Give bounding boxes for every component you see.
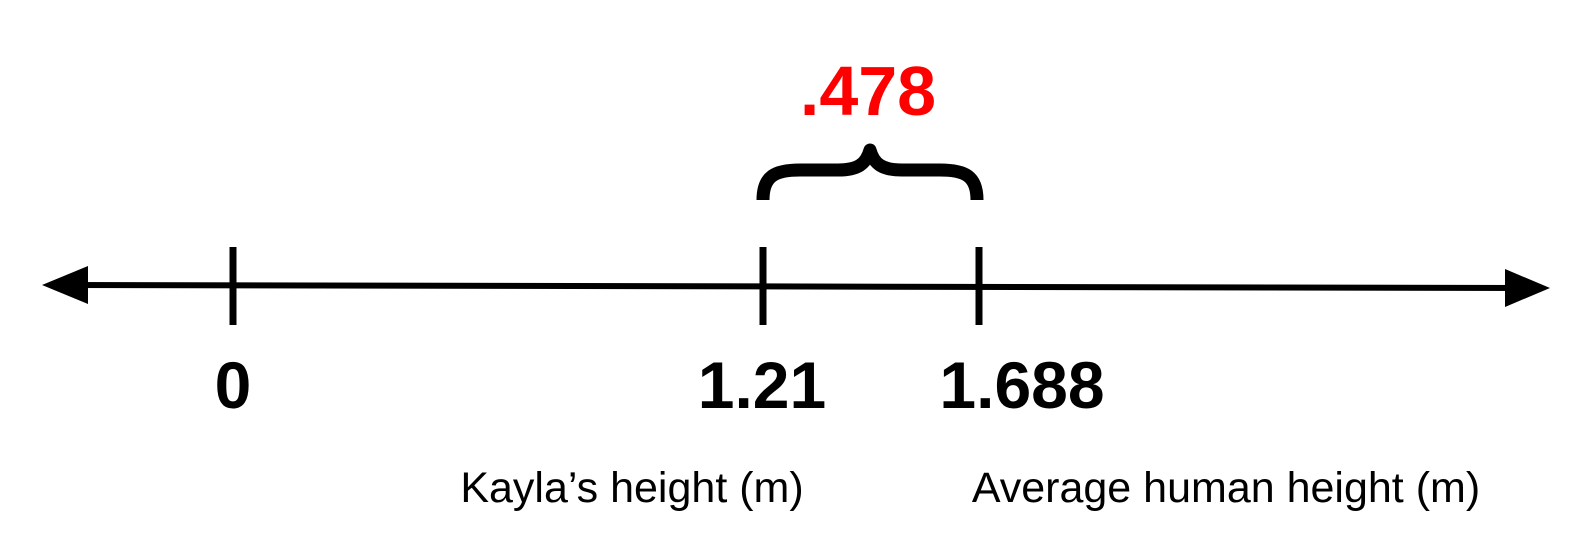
- kayla-height-caption: Kayla’s height (m): [460, 467, 803, 510]
- left-arrowhead: [42, 266, 88, 304]
- tick-label-0: 0: [215, 352, 252, 418]
- number-line-axis: [70, 285, 1524, 288]
- difference-value: .478: [800, 56, 936, 126]
- right-arrowhead: [1505, 269, 1550, 307]
- average-height-caption: Average human height (m): [972, 467, 1480, 510]
- tick-label-1-688: 1.688: [939, 352, 1104, 418]
- difference-brace: [763, 150, 977, 200]
- tick-label-1-21: 1.21: [698, 352, 826, 418]
